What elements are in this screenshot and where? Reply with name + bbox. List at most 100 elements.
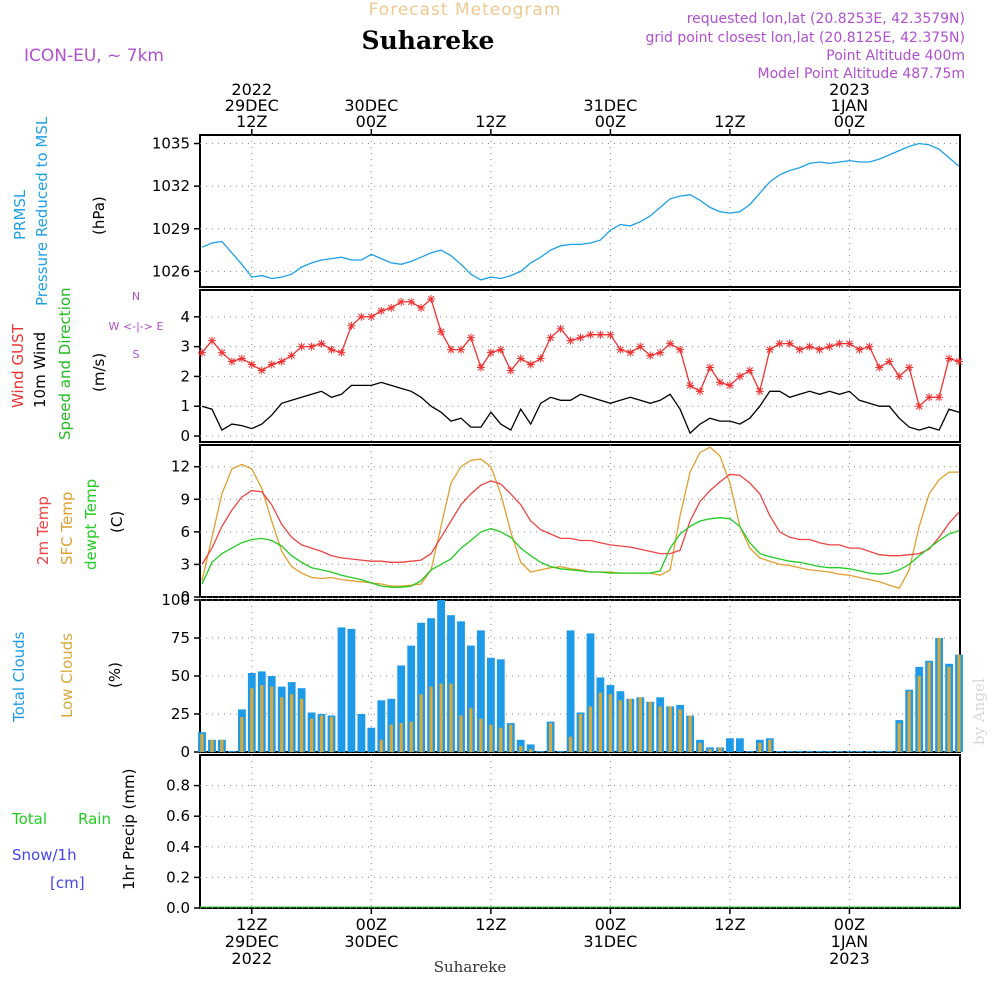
- gust-marker: [785, 339, 794, 348]
- low-cloud-bar: [608, 694, 612, 752]
- gust-marker: [347, 321, 356, 330]
- pressure-label-2: Pressure Reduced to MSL: [33, 116, 51, 306]
- low-cloud-bar: [937, 638, 941, 752]
- temp-ytick-label: 12: [171, 458, 190, 476]
- bottom-time-label: 31DEC: [583, 932, 637, 951]
- gust-marker: [626, 348, 635, 357]
- gust-marker: [327, 345, 336, 354]
- total-cloud-bar: [477, 630, 485, 752]
- low-cloud-bar: [319, 715, 324, 752]
- gust-marker: [666, 339, 675, 348]
- pressure-ytick-label: 1029: [152, 220, 190, 238]
- gust-marker: [337, 348, 346, 357]
- gust-marker: [696, 387, 705, 396]
- total-cloud-bar: [427, 618, 435, 752]
- gust-marker: [447, 345, 456, 354]
- bottom-time-label: 2023: [829, 949, 870, 968]
- wind-ytick-label: 1: [180, 397, 190, 415]
- gust-marker: [516, 354, 525, 363]
- bottom-location: Suhareke: [434, 958, 507, 976]
- precip-ytick-label: 0.0: [166, 899, 190, 917]
- gust-line: [201, 297, 960, 408]
- pressure-ytick-label: 1032: [152, 177, 190, 195]
- bottom-time-label: 30DEC: [344, 932, 398, 951]
- low-cloud-bar: [459, 715, 463, 752]
- total-cloud-bar: [855, 751, 864, 752]
- wind-ytick-label: 0: [180, 427, 190, 445]
- low-cloud-bar: [379, 739, 383, 752]
- total-cloud-bar: [825, 751, 834, 752]
- top-time-label: 00Z: [356, 112, 387, 131]
- gust-marker: [815, 345, 824, 354]
- gust-marker: [775, 339, 784, 348]
- low-cloud-bar: [678, 709, 682, 752]
- gust-marker: [935, 393, 944, 402]
- low-cloud-bar: [489, 724, 493, 752]
- gust-marker: [586, 330, 595, 339]
- low-cloud-bar: [519, 745, 523, 752]
- bottom-time-label: 12Z: [236, 915, 267, 934]
- total-cloud-bar: [805, 751, 814, 752]
- wind10m-line: [201, 381, 960, 435]
- precip-ytick-label: 0.6: [166, 807, 190, 825]
- temp2m-line: [201, 473, 960, 565]
- total-cloud-bar: [457, 621, 465, 752]
- gust-marker: [915, 402, 924, 411]
- gust-marker: [496, 345, 505, 354]
- total-cloud-bar: [367, 727, 376, 752]
- gust-marker: [546, 333, 555, 342]
- gust-marker: [646, 351, 655, 360]
- gust-marker: [297, 342, 306, 351]
- top-time-label: 2023: [829, 80, 870, 99]
- gust-marker: [566, 336, 575, 345]
- precip-label-total: Total: [11, 810, 47, 828]
- gust-marker: [267, 360, 276, 369]
- top-time-label: 12Z: [475, 112, 506, 131]
- gust-marker: [277, 357, 286, 366]
- gust-marker: [945, 354, 954, 363]
- gust-marker: [407, 297, 416, 306]
- low-cloud-bar: [618, 700, 622, 752]
- gust-marker: [417, 303, 426, 312]
- total-cloud-bar: [875, 751, 884, 752]
- gust-marker: [606, 330, 615, 339]
- low-cloud-bar: [568, 736, 573, 752]
- precip-unit: 1hr Precip (mm): [120, 769, 138, 890]
- gust-marker: [377, 306, 386, 315]
- low-cloud-bar: [638, 697, 642, 752]
- cloud-ytick-label: 0: [180, 743, 190, 761]
- temp-ytick-label: 3: [180, 555, 190, 573]
- gust-marker: [237, 354, 246, 363]
- total-cloud-bar: [357, 714, 366, 752]
- temp-ytick-label: 9: [180, 490, 190, 508]
- gust-marker: [556, 324, 565, 333]
- gust-marker: [825, 342, 834, 351]
- watermark: by Angel: [970, 678, 988, 745]
- gust-marker: [486, 348, 495, 357]
- gust-marker: [456, 345, 465, 354]
- low-cloud-bar: [479, 718, 483, 752]
- sfc-temp-line: [201, 446, 959, 590]
- low-cloud-bar: [758, 742, 762, 752]
- bottom-time-label: 00Z: [834, 915, 865, 934]
- gust-marker: [895, 372, 904, 381]
- cloud-label-2: Low Clouds: [58, 633, 76, 718]
- gust-marker: [885, 357, 894, 366]
- model-altitude: Model Point Altitude 487.75m: [758, 66, 965, 82]
- low-cloud-bar: [628, 698, 632, 752]
- wind-ytick-label: 2: [180, 367, 190, 385]
- precip-label-cm: [cm]: [50, 874, 85, 892]
- total-cloud-bar: [377, 700, 386, 752]
- total-cloud-bar: [496, 659, 505, 752]
- total-cloud-bar: [467, 645, 475, 752]
- bottom-time-label: 29DEC: [225, 932, 279, 951]
- total-cloud-bar: [566, 630, 575, 752]
- low-cloud-bar: [658, 706, 662, 752]
- gust-marker: [835, 339, 844, 348]
- model-name: ICON-EU, ~ 7km: [24, 46, 164, 66]
- total-cloud-bar: [736, 738, 744, 752]
- gust-marker: [616, 345, 625, 354]
- gust-marker: [755, 387, 764, 396]
- low-cloud-bar: [917, 676, 921, 752]
- cloud-ytick-label: 100: [161, 591, 190, 609]
